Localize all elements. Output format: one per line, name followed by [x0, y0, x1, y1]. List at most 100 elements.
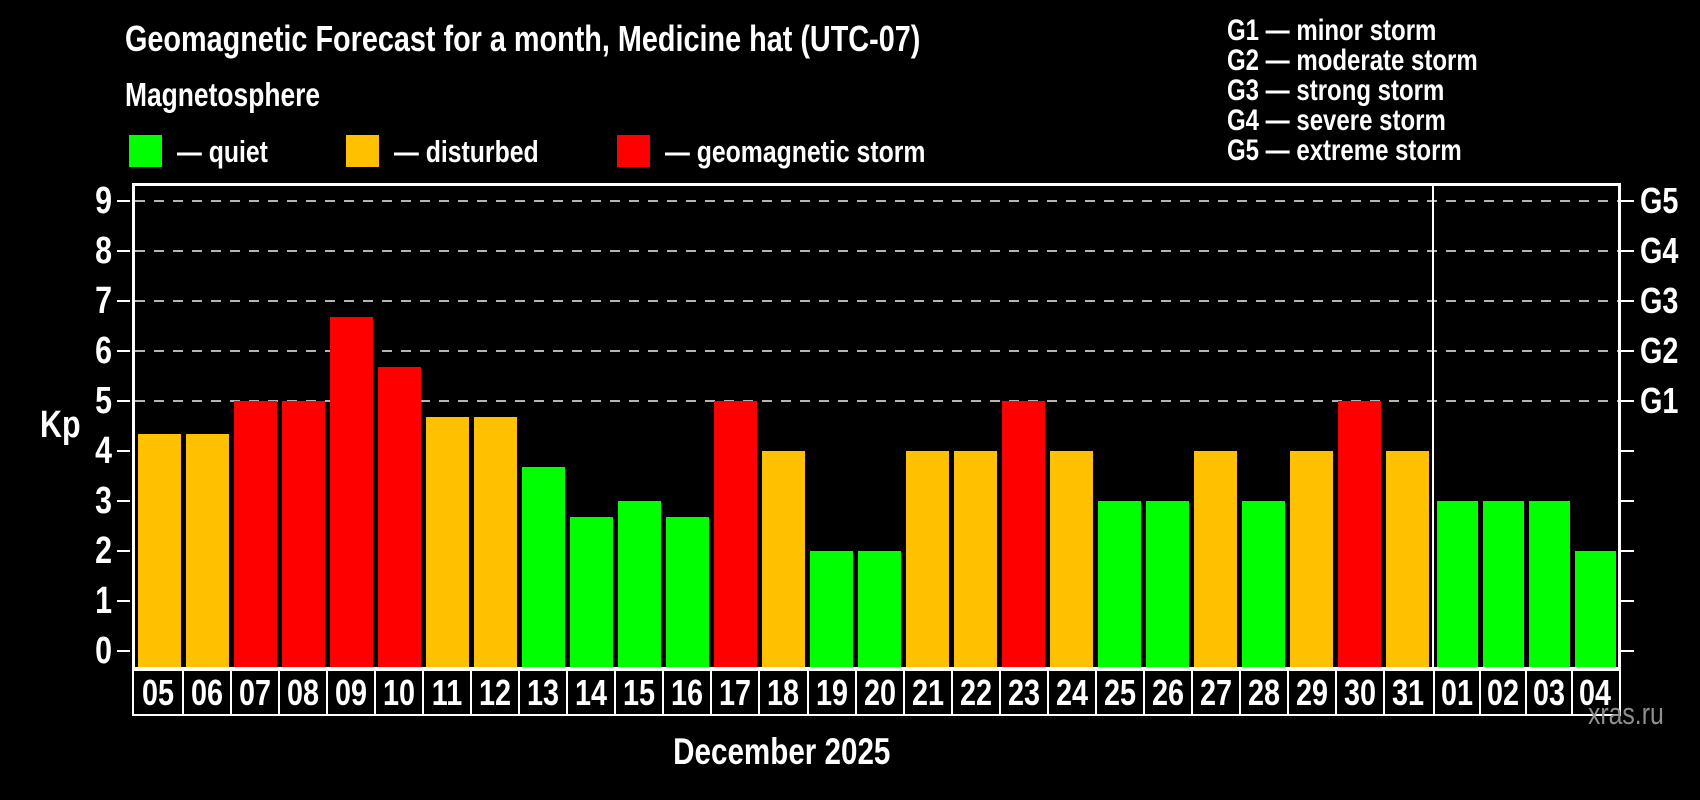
month-divider-line — [1432, 186, 1434, 667]
day-label-text: 01 — [1440, 671, 1474, 713]
kp-tick-label-2: 2 — [34, 529, 112, 573]
kp-tick-label-8: 8 — [34, 229, 112, 273]
legend-swatch-quiet — [129, 135, 162, 167]
kp-bar-day-22 — [954, 451, 998, 667]
kp-tick-label-3: 3 — [34, 479, 112, 523]
day-label-text: 09 — [335, 671, 368, 713]
day-label-text: 08 — [287, 671, 320, 713]
legend-label-text: — disturbed — [394, 134, 539, 169]
chart-subtitle: Magnetosphere — [125, 76, 369, 114]
kp-tick-7 — [117, 300, 130, 302]
day-label-text: 03 — [1532, 671, 1566, 713]
kp-tick-label-text: 2 — [95, 530, 112, 572]
kp-tick-5 — [117, 400, 130, 402]
g-axis-tick-5 — [1621, 400, 1634, 402]
kp-bar-day-29 — [1290, 451, 1334, 667]
g-axis-label-G4: G4 — [1640, 229, 1688, 273]
day-label-13: 13 — [518, 671, 566, 714]
gridline-kp-7 — [135, 300, 1618, 302]
g-axis-tick-0 — [1621, 650, 1634, 652]
day-label-26: 26 — [1142, 671, 1191, 714]
day-label-27: 27 — [1190, 671, 1239, 714]
kp-bar-day-31 — [1386, 451, 1430, 667]
kp-bar-day-23 — [1002, 401, 1046, 667]
kp-bar-day-17 — [713, 401, 757, 667]
kp-tick-label-text: 6 — [95, 330, 112, 372]
g-scale-legend-line-1: G1 — minor storm — [1227, 16, 1540, 46]
day-label-text: 21 — [911, 671, 944, 713]
day-label-16: 16 — [662, 671, 710, 714]
kp-bar-day-11 — [425, 417, 469, 667]
day-label-text: 29 — [1295, 671, 1328, 713]
day-label-15: 15 — [614, 671, 662, 714]
day-label-text: 19 — [815, 671, 848, 713]
g-axis-tick-2 — [1621, 550, 1634, 552]
kp-bar-day-27 — [1194, 451, 1238, 667]
day-label-text: 18 — [767, 671, 800, 713]
chart-title: Geomagnetic Forecast for a month, Medici… — [125, 18, 1119, 60]
day-label-text: 12 — [479, 671, 512, 713]
day-label-21: 21 — [902, 671, 951, 714]
gridline-kp-8 — [135, 250, 1618, 252]
day-label-row: 05 06 07 08 09 10 11 12 13 14 15 16 17 18 19 20 21 22 23 24… — [132, 669, 1621, 716]
day-label-17: 17 — [710, 671, 758, 714]
kp-tick-label-text: 4 — [95, 430, 112, 472]
day-label-19: 19 — [806, 671, 855, 714]
kp-tick-label-5: 5 — [34, 379, 112, 423]
day-label-text: 06 — [191, 671, 224, 713]
legend-label-storm: — geomagnetic storm — [665, 136, 991, 168]
g-axis-tick-6 — [1621, 350, 1634, 352]
kp-bar-day-02 — [1482, 501, 1524, 667]
day-label-text: 31 — [1391, 671, 1424, 713]
kp-bar-day-01 — [1436, 501, 1478, 667]
kp-tick-0 — [117, 650, 130, 652]
kp-bar-day-06 — [185, 434, 229, 667]
day-label-text: 30 — [1343, 671, 1376, 713]
g-scale-legend-text: G2 — moderate storm — [1227, 44, 1478, 77]
day-label-text: 23 — [1007, 671, 1040, 713]
day-label-text: 14 — [575, 671, 608, 713]
day-label-28: 28 — [1238, 671, 1287, 714]
chart-subtitle-text: Magnetosphere — [125, 76, 321, 113]
kp-bar-day-25 — [1098, 501, 1142, 667]
g-axis-label-text: G1 — [1640, 380, 1679, 421]
day-label-text: 17 — [719, 671, 752, 713]
day-label-09: 09 — [326, 671, 374, 714]
g-axis-tick-3 — [1621, 500, 1634, 502]
day-label-text: 25 — [1103, 671, 1136, 713]
kp-bar-day-26 — [1146, 501, 1190, 667]
kp-tick-label-7: 7 — [34, 279, 112, 323]
kp-tick-4 — [117, 450, 130, 452]
kp-tick-label-text: 9 — [95, 180, 112, 222]
gridline-kp-9 — [135, 200, 1618, 202]
kp-bar-day-09 — [329, 317, 373, 667]
g-scale-legend-line-3: G3 — strong storm — [1227, 76, 1540, 106]
g-axis-tick-8 — [1621, 250, 1634, 252]
day-label-24: 24 — [1046, 671, 1095, 714]
day-label-29: 29 — [1286, 671, 1335, 714]
kp-bar-day-15 — [617, 501, 661, 667]
y-axis-label-text: Kp — [40, 404, 81, 446]
kp-bar-day-13 — [521, 467, 565, 667]
day-label-22: 22 — [950, 671, 999, 714]
kp-bar-day-12 — [473, 417, 517, 667]
day-label-03: 03 — [1525, 671, 1571, 714]
g-axis-label-G5: G5 — [1640, 179, 1688, 223]
kp-bar-day-10 — [377, 367, 421, 667]
kp-tick-label-text: 5 — [95, 380, 112, 422]
day-label-14: 14 — [566, 671, 614, 714]
kp-tick-label-9: 9 — [34, 179, 112, 223]
kp-bar-day-14 — [569, 517, 613, 667]
kp-tick-label-text: 7 — [95, 280, 112, 322]
day-label-06: 06 — [182, 671, 230, 714]
day-label-05: 05 — [134, 671, 182, 714]
day-label-text: 15 — [623, 671, 656, 713]
g-axis-tick-7 — [1621, 300, 1634, 302]
kp-bar-day-24 — [1050, 451, 1094, 667]
day-label-text: 24 — [1055, 671, 1088, 713]
kp-bar-day-07 — [233, 401, 277, 667]
legend-swatch-storm — [617, 135, 650, 167]
g-axis-tick-9 — [1621, 200, 1634, 202]
kp-bar-day-30 — [1338, 401, 1382, 667]
kp-tick-label-0: 0 — [34, 629, 112, 673]
